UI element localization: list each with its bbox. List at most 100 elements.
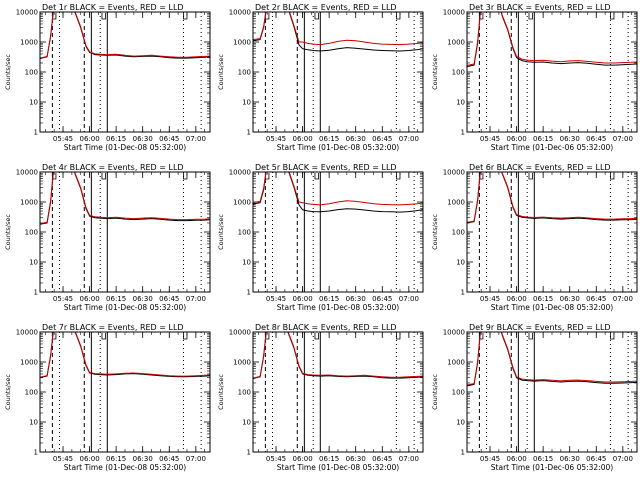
x-tick-label: 07:00	[399, 135, 419, 143]
x-tick-label: 06:45	[159, 295, 179, 303]
chart-title: Det 1r BLACK = Events, RED = LLD	[42, 3, 184, 12]
x-axis-label: Start Time (01-Dec-06 05:32:00)	[491, 463, 613, 472]
series-line-lld	[40, 172, 210, 225]
y-tick-label: 1	[461, 289, 465, 297]
bracket-mark	[478, 13, 484, 20]
plot-frame	[466, 331, 638, 453]
bracket-mark	[610, 173, 615, 180]
plot-frame	[252, 11, 424, 133]
chart-title: Det 3r BLACK = Events, RED = LLD	[469, 3, 611, 12]
chart-title: Det 7r BLACK = Events, RED = LLD	[42, 323, 184, 332]
y-axis-label: Counts/sec	[4, 214, 12, 250]
x-tick-label: 07:00	[613, 295, 633, 303]
y-tick-label: 1	[34, 449, 38, 457]
chart-panel-9: Det 9r BLACK = Events, RED = LLD Counts/s…	[431, 323, 638, 472]
x-tick-label: 06:30	[560, 135, 580, 143]
x-tick-label: 07:00	[186, 135, 206, 143]
y-axis-label: Counts/sec	[217, 214, 225, 250]
chart-panel-5: Det 5r BLACK = Events, RED = LLD Counts/s…	[217, 163, 424, 312]
y-tick-label: 100	[238, 229, 251, 237]
x-tick-label: 06:15	[533, 455, 553, 463]
x-tick-label: 06:00	[292, 135, 312, 143]
y-tick-label: 1000	[447, 359, 465, 367]
chart-panel-1: Det 1r BLACK = Events, RED = LLD Counts/s…	[4, 3, 211, 152]
x-tick-label: 07:00	[613, 455, 633, 463]
bracket-mark	[528, 13, 533, 20]
series-line-lld	[467, 172, 637, 223]
y-tick-label: 1	[247, 449, 251, 457]
x-tick-label: 06:00	[79, 455, 99, 463]
y-tick-label: 1	[247, 129, 251, 137]
y-tick-label: 100	[238, 69, 251, 77]
y-tick-label: 100	[25, 229, 38, 237]
plot-frame	[39, 331, 211, 453]
x-tick-label: 07:00	[399, 295, 419, 303]
x-tick-label: 07:00	[399, 455, 419, 463]
chart-panel-4: Det 4r BLACK = Events, RED = LLD Counts/s…	[4, 163, 211, 312]
x-tick-label: 06:15	[533, 135, 553, 143]
x-tick-label: 07:00	[186, 455, 206, 463]
y-axis-label: Counts/sec	[4, 374, 12, 410]
bracket-mark	[396, 173, 401, 180]
y-tick-label: 10000	[229, 329, 251, 337]
x-tick-label: 06:15	[319, 455, 339, 463]
x-tick-label: 06:30	[133, 295, 153, 303]
y-tick-label: 1000	[233, 39, 251, 47]
x-tick-label: 06:45	[372, 455, 392, 463]
x-tick-label: 06:15	[106, 295, 126, 303]
plot-frame	[252, 331, 424, 453]
x-axis-label: Start Time (01-Dec-08 05:32:00)	[64, 463, 186, 472]
bracket-mark	[314, 173, 319, 180]
y-tick-label: 10	[242, 419, 251, 427]
series-line-lld	[467, 332, 637, 386]
bracket-mark	[101, 13, 106, 20]
chart-title: Det 8r BLACK = Events, RED = LLD	[255, 323, 397, 332]
y-tick-label: 10000	[16, 169, 38, 177]
x-tick-label: 06:00	[292, 455, 312, 463]
x-tick-label: 05:45	[266, 455, 286, 463]
y-tick-label: 10	[242, 259, 251, 267]
x-tick-label: 06:00	[79, 295, 99, 303]
chart-title: Det 5r BLACK = Events, RED = LLD	[255, 163, 397, 172]
x-tick-label: 06:00	[506, 135, 526, 143]
y-tick-label: 10	[29, 259, 38, 267]
series-line-events	[467, 12, 637, 68]
chart-title: Det 4r BLACK = Events, RED = LLD	[42, 163, 184, 172]
x-tick-label: 05:45	[53, 295, 73, 303]
bracket-mark	[610, 333, 615, 340]
y-tick-label: 1000	[233, 359, 251, 367]
y-tick-label: 100	[25, 69, 38, 77]
chart-title: Det 2r BLACK = Events, RED = LLD	[255, 3, 397, 12]
y-axis-label: Counts/sec	[217, 374, 225, 410]
y-tick-label: 10000	[16, 9, 38, 17]
series-line-events	[467, 172, 637, 224]
x-tick-label: 06:00	[506, 295, 526, 303]
x-tick-label: 06:45	[159, 135, 179, 143]
x-tick-label: 06:15	[533, 295, 553, 303]
series-line-events	[253, 332, 423, 380]
plot-frame	[252, 171, 424, 293]
x-axis-label: Start Time (01-Dec-08 05:32:00)	[64, 143, 186, 152]
y-axis-label: Counts/sec	[431, 374, 439, 410]
series-line-events	[253, 12, 423, 52]
x-tick-label: 05:45	[53, 455, 73, 463]
bracket-mark	[101, 333, 106, 340]
series-line-lld	[467, 12, 637, 66]
chart-panel-8: Det 8r BLACK = Events, RED = LLD Counts/s…	[217, 323, 424, 472]
x-tick-label: 06:45	[159, 455, 179, 463]
bracket-mark	[314, 333, 319, 340]
y-tick-label: 100	[25, 389, 38, 397]
x-tick-label: 06:15	[319, 135, 339, 143]
chart-panel-3: Det 3r BLACK = Events, RED = LLD Counts/s…	[431, 3, 638, 152]
plot-frame	[39, 11, 211, 133]
x-tick-label: 05:45	[53, 135, 73, 143]
series-line-events	[467, 332, 637, 387]
y-tick-label: 10	[29, 99, 38, 107]
bracket-mark	[183, 13, 188, 20]
bracket-mark	[528, 173, 533, 180]
x-axis-label: Start Time (01-Dec-08 05:32:00)	[277, 303, 399, 312]
y-tick-label: 10	[456, 259, 465, 267]
y-tick-label: 10	[242, 99, 251, 107]
chart-panel-2: Det 2r BLACK = Events, RED = LLD Counts/s…	[217, 3, 424, 152]
